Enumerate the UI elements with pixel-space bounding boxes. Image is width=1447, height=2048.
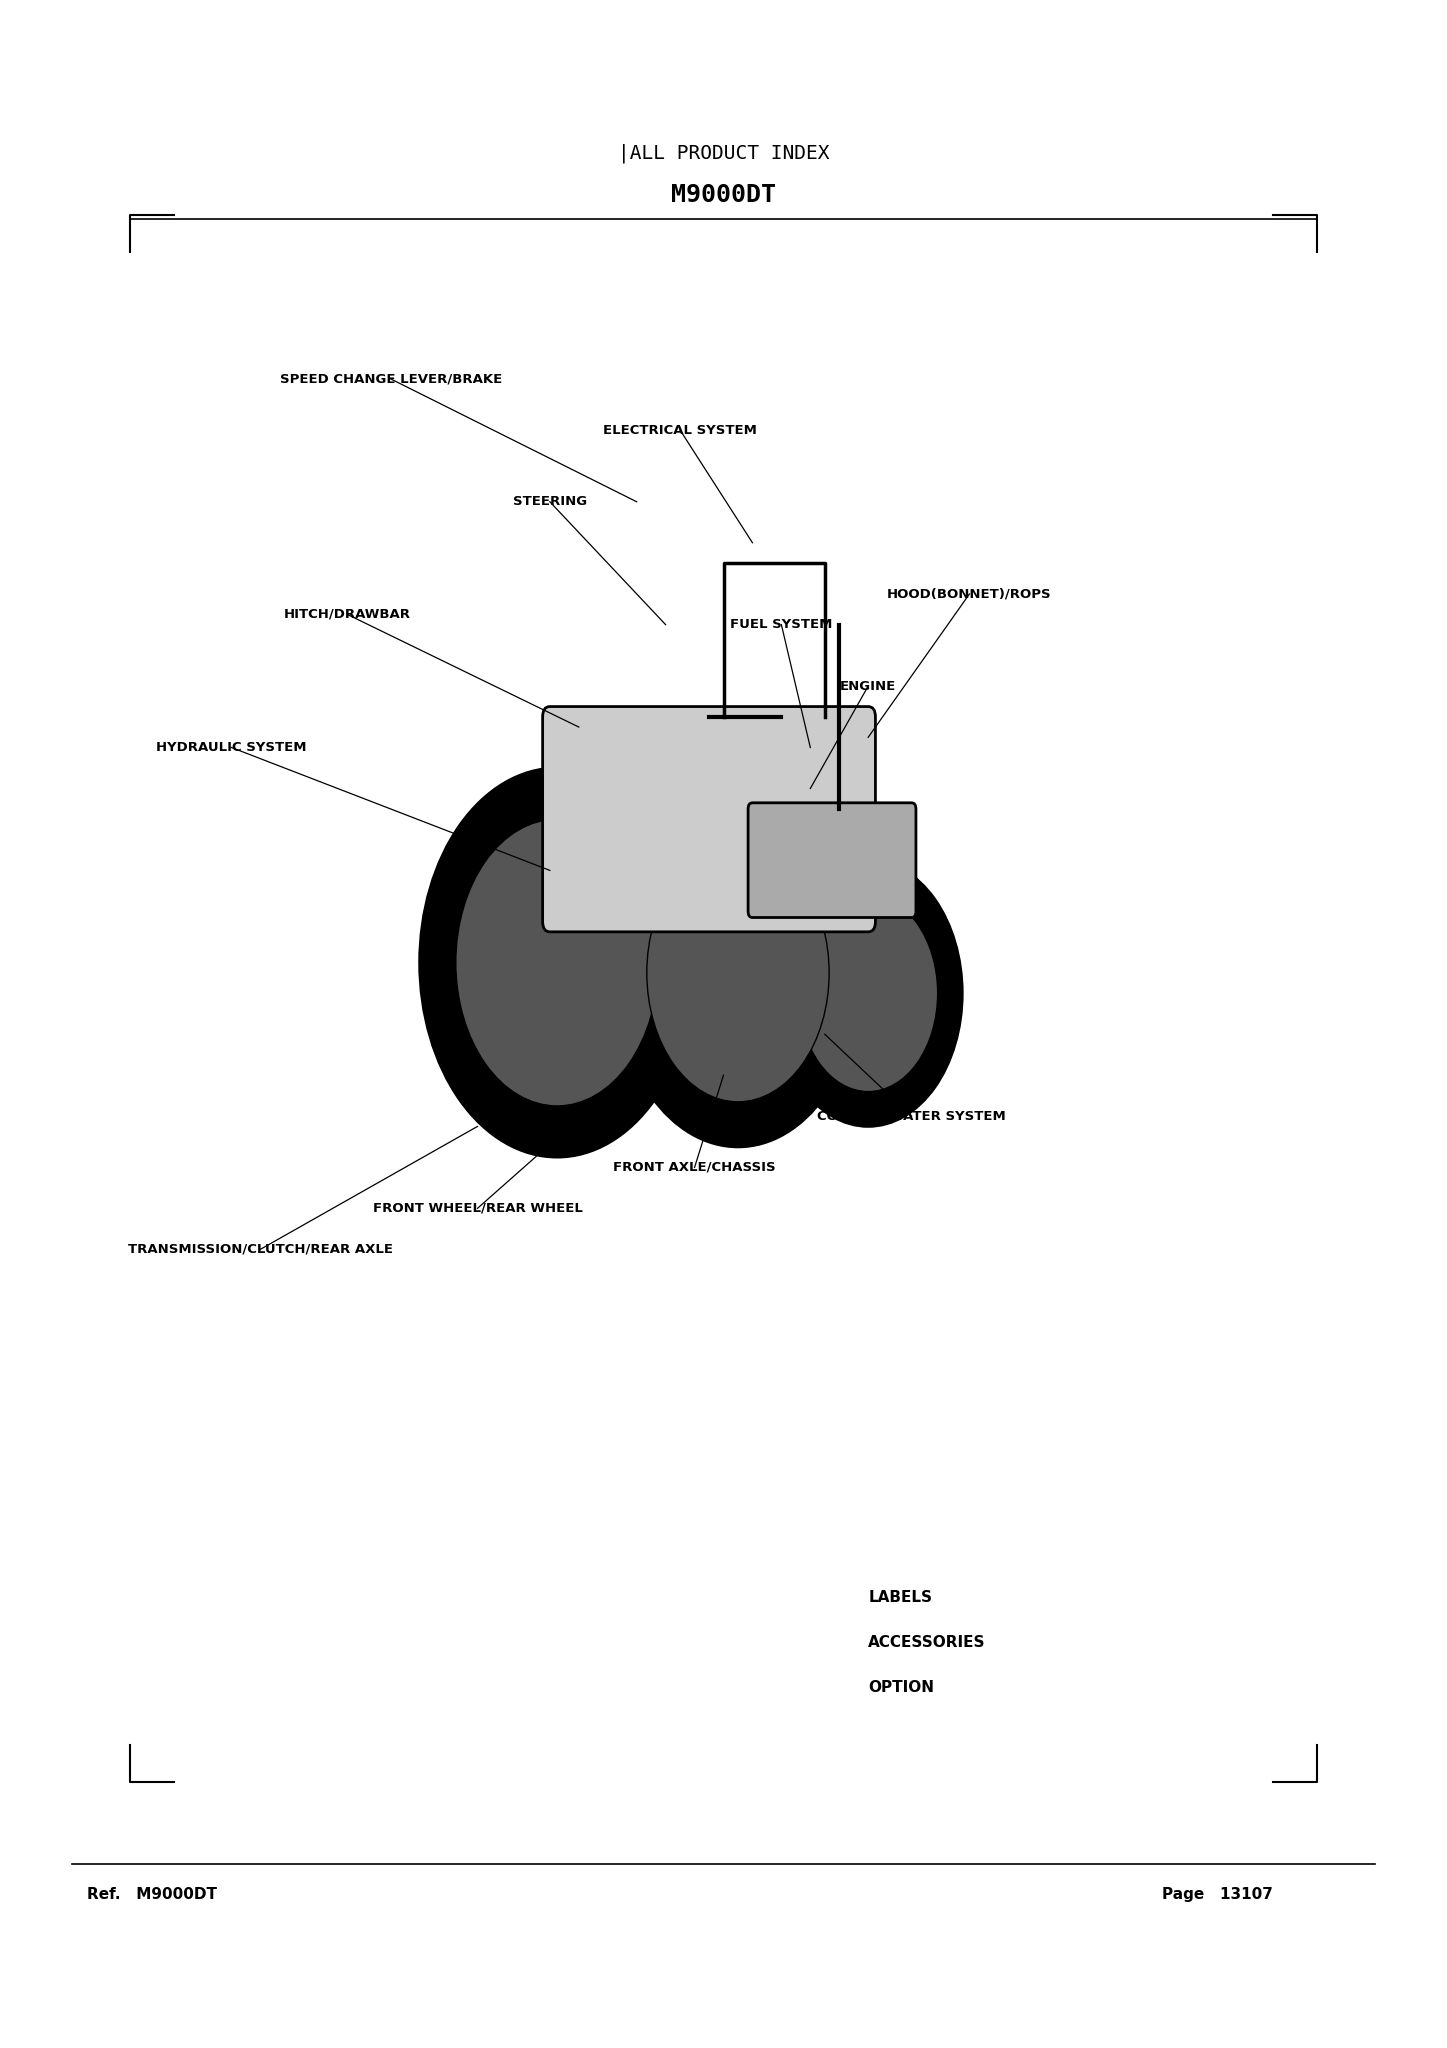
Text: FUEL SYSTEM: FUEL SYSTEM <box>731 618 832 631</box>
Circle shape <box>799 895 938 1092</box>
Circle shape <box>774 860 962 1126</box>
Circle shape <box>647 844 829 1102</box>
Text: ELECTRICAL SYSTEM: ELECTRICAL SYSTEM <box>603 424 757 436</box>
Text: HITCH/DRAWBAR: HITCH/DRAWBAR <box>284 608 411 621</box>
Text: M9000DT: M9000DT <box>671 182 776 207</box>
Text: FRONT WHEEL/REAR WHEEL: FRONT WHEEL/REAR WHEEL <box>372 1202 583 1214</box>
Text: SPEED CHANGE LEVER/BRAKE: SPEED CHANGE LEVER/BRAKE <box>279 373 502 385</box>
Text: TRANSMISSION/CLUTCH/REAR AXLE: TRANSMISSION/CLUTCH/REAR AXLE <box>127 1243 394 1255</box>
Text: HOOD(BONNET)/ROPS: HOOD(BONNET)/ROPS <box>887 588 1052 600</box>
Text: Page   13107: Page 13107 <box>1162 1886 1273 1903</box>
Text: FRONT AXLE/CHASSIS: FRONT AXLE/CHASSIS <box>614 1161 776 1174</box>
FancyBboxPatch shape <box>543 707 875 932</box>
Text: LABELS: LABELS <box>868 1589 932 1606</box>
Text: OPTION: OPTION <box>868 1679 935 1696</box>
Text: |ALL PRODUCT INDEX: |ALL PRODUCT INDEX <box>618 143 829 164</box>
Text: STEERING: STEERING <box>512 496 587 508</box>
FancyBboxPatch shape <box>748 803 916 918</box>
Text: HYDRAULIC SYSTEM: HYDRAULIC SYSTEM <box>156 741 307 754</box>
Text: ENGINE: ENGINE <box>841 680 896 692</box>
Text: ACCESSORIES: ACCESSORIES <box>868 1634 985 1651</box>
Circle shape <box>456 819 658 1106</box>
Text: Ref.   M9000DT: Ref. M9000DT <box>87 1886 217 1903</box>
Circle shape <box>615 799 861 1147</box>
Circle shape <box>420 768 695 1157</box>
Text: COOLING WATER SYSTEM: COOLING WATER SYSTEM <box>818 1110 1006 1122</box>
